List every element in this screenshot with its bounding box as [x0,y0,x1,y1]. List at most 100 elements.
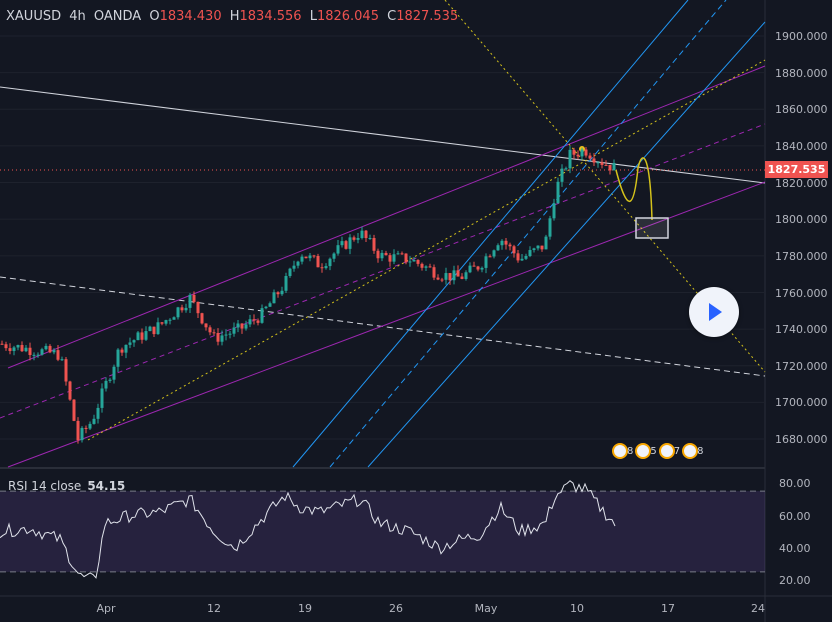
candle-body [376,250,380,259]
rsi-tick: 40.00 [779,542,811,555]
time-tick: 24 [751,602,765,615]
candle-body [336,245,340,254]
candle-body [392,254,396,262]
candle-body [248,319,252,325]
candle-body [400,253,404,255]
interval-label[interactable]: 4h [69,9,86,24]
last-price-label: 1827.535 [765,161,828,178]
time-tick: 17 [661,602,675,615]
us-flag-icon[interactable] [658,443,675,459]
candle-body [156,322,160,335]
candle-body [508,244,512,247]
candle-body [596,162,600,164]
candle-body [256,320,260,323]
price-tick: 1900.000 [775,30,828,43]
candle-body [260,308,264,323]
candle-body [224,334,228,336]
candle-body [308,255,312,259]
time-tick: 19 [298,602,312,615]
channel-median [0,123,766,419]
candle-body [124,344,128,353]
price-tick: 1780.000 [775,250,828,263]
candle-body [240,323,244,329]
price-tick: 1720.000 [775,360,828,373]
candle-body [80,427,84,441]
candle-body [312,255,316,257]
time-tick: 10 [570,602,584,615]
candle-body [60,359,64,361]
candle-body [352,237,356,240]
candle-body [436,277,440,280]
candle-body [120,349,124,353]
candle-body [12,347,16,351]
candle-body [280,290,284,295]
candle-body [292,265,296,269]
candle-body [600,162,604,165]
candle-body [160,322,164,324]
candle-body [40,349,44,355]
candle-body [456,270,460,277]
candle-body [100,388,104,408]
candle-body [132,340,136,343]
candle-body [20,345,24,352]
candle-body [496,245,500,251]
candle-body [328,258,332,267]
pitchfork-upper [292,0,689,468]
candle-body [192,294,196,302]
candle-body [524,256,528,259]
rsi-legend[interactable]: RSI 14 close 54.15 [8,479,125,493]
candle-body [552,203,556,219]
economic-events[interactable]: 8 5 7 8 [612,443,706,459]
channel-lower [7,181,766,468]
candle-body [468,265,472,273]
candle-body [188,294,192,308]
us-flag-icon[interactable] [682,443,699,459]
candle-body [204,323,208,328]
rsi-band [0,491,765,572]
candle-body [432,267,436,278]
candle-body [8,348,12,351]
candle-body [268,303,272,307]
open-key: O [149,9,160,24]
candle-body [200,313,204,324]
candle-body [28,347,32,356]
fib-line-1 [87,59,766,441]
candle-body [44,345,48,350]
candle-body [48,345,52,353]
symbol-legend[interactable]: XAUUSD 4h OANDA O1834.430 H1834.556 L182… [6,9,458,24]
candle-body [164,320,168,324]
candle-body [208,327,212,333]
play-button[interactable] [689,287,739,337]
event-count: 7 [673,445,681,457]
us-flag-icon[interactable] [635,443,652,459]
candle-body [152,326,156,335]
candle-body [140,332,144,340]
candle-body [588,155,592,159]
time-tick: Apr [96,602,116,615]
candle-body [220,335,224,342]
candle-body [568,149,572,169]
candle-body [388,255,392,262]
symbol-name[interactable]: XAUUSD [6,9,62,24]
candle-body [512,246,516,254]
candle-body [320,267,324,269]
candle-body [296,261,300,266]
candle-body [360,230,364,239]
rsi-value: 54.15 [87,479,126,493]
candle-body [372,237,376,251]
candle-body [444,273,448,280]
candle-body [176,307,180,318]
high-value: 1834.556 [239,9,302,24]
candle-body [544,236,548,250]
drawing-tools[interactable] [0,0,766,468]
candle-body [196,301,200,314]
rsi-tick: 80.00 [779,477,811,490]
candle-body [396,253,400,255]
candle-body [244,324,248,329]
us-flag-icon[interactable] [612,443,628,459]
candle-body [384,252,388,256]
price-tick: 1880.000 [775,67,828,80]
rsi-label[interactable]: RSI 14 close [8,479,82,493]
candle-body [520,258,524,261]
